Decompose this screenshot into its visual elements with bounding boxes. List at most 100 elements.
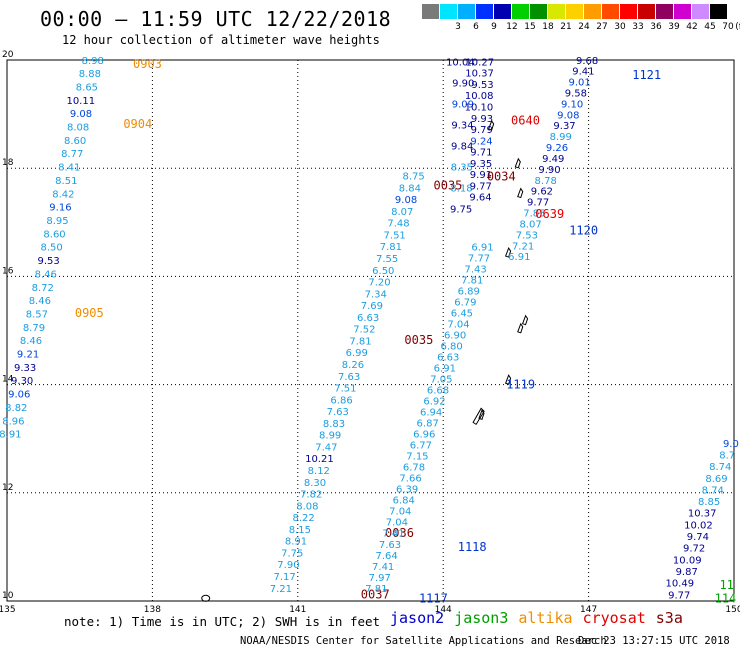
swh-value: 9.09 (452, 99, 474, 110)
pass-time-label: 0640 (511, 114, 540, 128)
legend-swatch (656, 4, 673, 19)
legend-label: 27 (596, 22, 608, 32)
pass-time-label: 0639 (535, 207, 564, 221)
island-icon (521, 314, 529, 326)
swh-value: 6.99 (346, 348, 368, 359)
swh-value: 9.30 (11, 376, 33, 387)
legend-label: 42 (686, 22, 698, 32)
swh-value: 8.74 (702, 485, 724, 496)
legend-swatch (494, 4, 511, 19)
swh-value: 7.81 (349, 336, 371, 347)
legend-swatch (710, 4, 727, 19)
x-tick-label: 150 (725, 605, 740, 615)
swh-value: 9.49 (542, 154, 564, 165)
pass-time-label: 114 (715, 591, 737, 605)
x-tick-label: 138 (144, 605, 161, 615)
pass-time-label: 0905 (75, 306, 104, 320)
swh-value: 7.43 (464, 264, 486, 275)
legend-label: 6 (473, 22, 479, 32)
legend-swatch (620, 4, 637, 19)
swh-value: 8.08 (296, 501, 318, 512)
island-icon (504, 374, 512, 385)
swh-value: 7.66 (399, 474, 421, 485)
swh-value: 7.55 (376, 254, 398, 265)
swh-value: 7.90 (277, 560, 299, 571)
legend-swatch (548, 4, 565, 19)
swh-value: 7.63 (379, 540, 401, 551)
footer-note: note: 1) Time is in UTC; 2) SWH is in fe… (64, 614, 381, 629)
swh-value: 9.77 (470, 181, 492, 192)
swh-value: 6.63 (357, 313, 379, 324)
swh-value: 8.41 (58, 163, 80, 174)
swh-value: 8.18 (450, 184, 472, 195)
swh-value: 8.88 (79, 69, 101, 80)
swh-value: 8.98 (82, 56, 104, 67)
swh-value: 8.42 (52, 189, 74, 200)
legend-swatch (584, 4, 601, 19)
island-icon (504, 246, 512, 258)
legend-label: 70 (722, 22, 734, 32)
swh-value: 9.01 (568, 78, 590, 89)
swh-value: 9.06 (8, 390, 30, 401)
swh-value: 8.79 (23, 323, 45, 334)
swh-value: 7.77 (468, 253, 490, 264)
pass-time-label: 1120 (569, 223, 598, 237)
swh-value: 9.79 (471, 125, 493, 136)
y-tick-label: 12 (2, 483, 13, 493)
swh-value: 7.34 (365, 289, 387, 300)
pass-time-label: 1117 (419, 591, 448, 605)
legend-swatch (512, 4, 529, 19)
swh-value: 9.62 (531, 187, 553, 198)
island-icon (517, 187, 524, 199)
legend-label: 21 (560, 22, 572, 32)
swh-value: 9.77 (527, 198, 549, 209)
swh-value: 8.60 (43, 229, 65, 240)
swh-value: 8.46 (20, 336, 42, 347)
swh-value: 8.72 (32, 283, 54, 294)
swh-value: 7.81 (365, 584, 387, 595)
pass-time-label: 0037 (361, 588, 390, 602)
swh-value: 9.93 (471, 114, 493, 125)
swh-value: 6.91 (471, 242, 493, 253)
swh-value: 8.82 (5, 403, 27, 414)
legend-swatch (422, 4, 439, 19)
swh-value: 6.78 (403, 463, 425, 474)
swh-value: 8.07 (391, 207, 413, 218)
swh-value: 7.41 (372, 562, 394, 573)
swh-value: 6.86 (330, 395, 352, 406)
swh-value: 7.05 (430, 375, 452, 386)
swh-value: 6.68 (427, 386, 449, 397)
swh-value: 9.0 (723, 439, 739, 450)
swh-value: 8.91 (0, 430, 22, 441)
legend-swatch (440, 4, 457, 19)
island-icon (514, 157, 521, 169)
swh-value: 7.75 (281, 548, 303, 559)
swh-value: 9.26 (546, 143, 568, 154)
swh-value: 10.49 (665, 579, 694, 590)
legend-swatch (566, 4, 583, 19)
swh-value: 8.12 (308, 466, 330, 477)
swh-value: 9.53 (38, 256, 60, 267)
swh-value: 7.81 (380, 242, 402, 253)
swh-value: 9.77 (668, 590, 690, 601)
swh-value: 8.77 (61, 149, 83, 160)
swh-value: 9.87 (676, 567, 698, 578)
swh-value: 6.91 (434, 364, 456, 375)
swh-value: 9.91 (470, 170, 492, 181)
swh-value: 8.78 (535, 176, 557, 187)
swh-value: 8.99 (550, 132, 572, 143)
swh-value: 7.85 (523, 209, 545, 220)
legend-unit: (ft) (735, 22, 740, 32)
y-tick-label: 20 (2, 50, 14, 60)
swh-value: 7.82 (300, 490, 322, 501)
swh-value: 8.91 (285, 537, 307, 548)
swh-value: 9.41 (572, 67, 594, 78)
swh-value: 9.16 (49, 203, 71, 214)
swh-value: 7.97 (369, 573, 391, 584)
swh-value: 8.7 (719, 450, 735, 461)
x-tick-label: 141 (289, 605, 306, 615)
swh-value: 8.46 (35, 269, 57, 280)
legend-label: 9 (491, 22, 497, 32)
swh-value: 10.09 (673, 555, 702, 566)
pass-time-label: 0035 (434, 179, 463, 193)
